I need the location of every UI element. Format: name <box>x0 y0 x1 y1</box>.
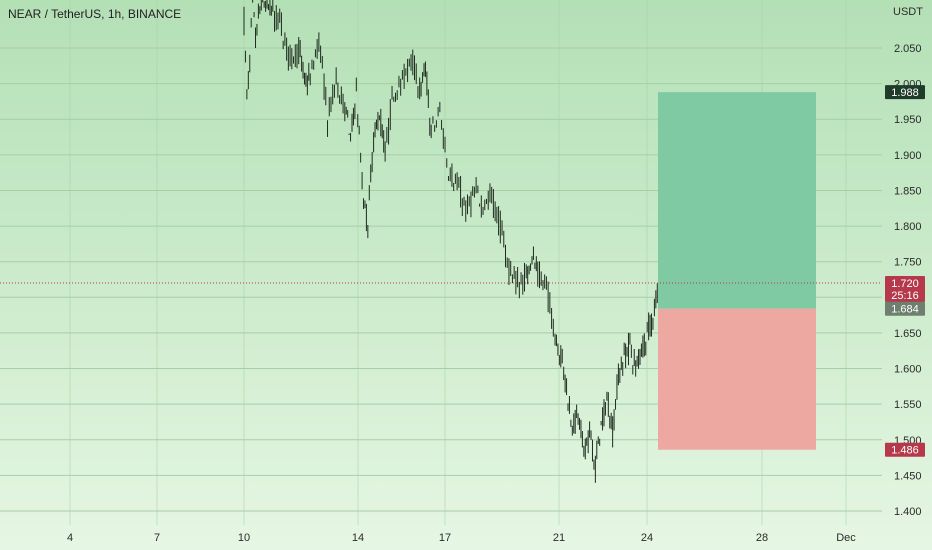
take-profit-label: 1.988 <box>891 87 919 99</box>
y-tick-label: 1.400 <box>894 506 922 518</box>
y-tick-label: 1.850 <box>894 185 922 197</box>
countdown-label: 25:16 <box>891 290 919 302</box>
x-tick-label: 21 <box>553 532 565 544</box>
y-tick-label: 2.050 <box>894 43 922 55</box>
y-tick-label: 1.950 <box>894 114 922 126</box>
y-tick-label: 1.800 <box>894 221 922 233</box>
current-price-badge <box>885 276 925 303</box>
x-tick-label: 10 <box>238 532 250 544</box>
entry-price-badge <box>885 301 925 316</box>
position-zones[interactable] <box>658 92 816 450</box>
y-tick-label: 1.650 <box>894 328 922 340</box>
y-axis-unit: USDT <box>893 6 923 18</box>
y-tick-label: 1.900 <box>894 150 922 162</box>
x-tick-label: 7 <box>154 532 160 544</box>
x-tick-label: Dec <box>836 532 856 544</box>
y-tick-label: 1.750 <box>894 257 922 269</box>
chart-title: NEAR / TetherUS, 1h, BINANCE <box>8 7 182 21</box>
candles <box>243 0 658 483</box>
x-tick-label: 4 <box>67 532 73 544</box>
stop-loss-badge <box>885 442 925 457</box>
y-tick-label: 1.450 <box>894 470 922 482</box>
y-tick-label: 1.550 <box>894 399 922 411</box>
y-tick-label: 1.600 <box>894 364 922 376</box>
profit-zone <box>658 92 816 309</box>
entry-price-label: 1.684 <box>891 304 919 316</box>
current-price-label: 1.720 <box>891 278 919 290</box>
x-tick-label: 17 <box>439 532 451 544</box>
stop-loss-label: 1.486 <box>891 445 919 457</box>
take-profit-badge <box>885 85 925 100</box>
x-tick-label: 14 <box>352 532 364 544</box>
x-tick-label: 24 <box>641 532 653 544</box>
x-tick-label: 28 <box>756 532 768 544</box>
loss-zone <box>658 308 816 450</box>
